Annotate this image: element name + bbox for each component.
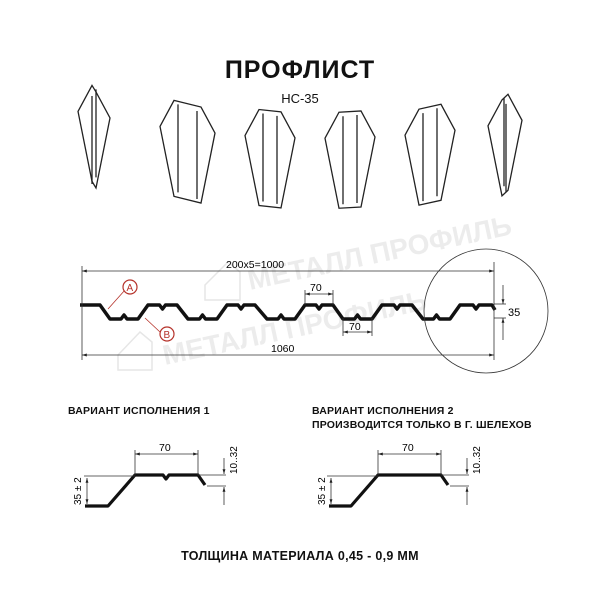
sheet-rib [159, 99, 216, 204]
sheet-rib [487, 93, 523, 198]
sheet-rib [324, 110, 376, 209]
sheet-rib [404, 103, 456, 206]
page-subtitle: НС-35 [281, 91, 319, 106]
dim-top-label: 70 [310, 282, 322, 294]
dim-total-label: 1060 [271, 343, 295, 355]
sheet-rib-edge [91, 89, 97, 184]
detail-circle [423, 248, 549, 374]
sheet-3d-view [77, 84, 523, 209]
marker-b: B [159, 326, 175, 342]
v2-height-label: 35 ± 2 [317, 477, 328, 505]
sheet-rib [77, 84, 111, 190]
v1-offset-label: 10..32 [229, 446, 240, 474]
sheet-rib-edge [262, 113, 278, 204]
variant1-caption: ВАРИАНТ ИСПОЛНЕНИЯ 1 [68, 405, 210, 417]
v2-offset-label: 10..32 [472, 446, 483, 474]
sheet-rib-edge [177, 104, 198, 200]
page-title: ПРОФЛИСТ [224, 56, 376, 84]
sheet-rib-edge [422, 108, 438, 202]
sheet-rib [244, 108, 296, 209]
dim-pitch-label: 200х5=1000 [226, 259, 284, 271]
variant2-detail: 70 35 ± 2 10..32 [317, 442, 483, 508]
variant2-caption: ВАРИАНТ ИСПОЛНЕНИЯ 2 [312, 405, 454, 417]
svg-text:A: A [127, 283, 134, 294]
v1-width-label: 70 [159, 442, 171, 454]
svg-text:B: B [164, 330, 171, 341]
variant2-caption-note: ПРОИЗВОДИТСЯ ТОЛЬКО В Г. ШЕЛЕХОВ [312, 419, 532, 431]
sheet-rib-edge [503, 98, 507, 192]
profile-line [80, 303, 497, 321]
dim-height-label: 35 [508, 307, 520, 319]
sheet-rib-edge [342, 114, 358, 205]
profile-section: 200х5=1000 70 70 35 1060 A B [80, 248, 549, 374]
dim-bottom-label: 70 [349, 321, 361, 333]
v1-height-label: 35 ± 2 [73, 477, 84, 505]
svg-text:МЕТАЛЛ ПРОФИЛЬ: МЕТАЛЛ ПРОФИЛЬ [245, 210, 515, 296]
variant1-detail: 70 35 ± 2 10..32 [73, 442, 240, 508]
svg-text:МЕТАЛЛ ПРОФИЛЬ: МЕТАЛЛ ПРОФИЛЬ [160, 285, 430, 371]
marker-a: A [122, 279, 138, 295]
v2-width-label: 70 [402, 442, 414, 454]
material-thickness-note: ТОЛЩИНА МАТЕРИАЛА 0,45 - 0,9 ММ [181, 549, 419, 563]
